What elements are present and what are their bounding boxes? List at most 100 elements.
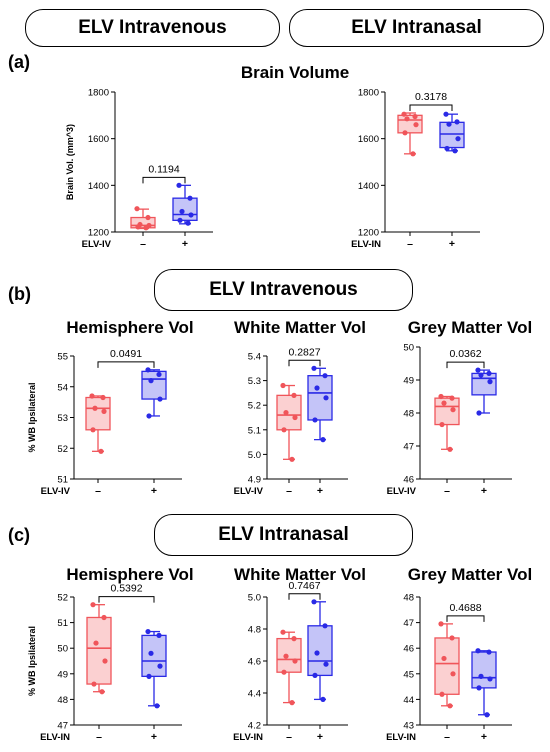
- data-point: [90, 427, 96, 433]
- data-point: [146, 673, 152, 679]
- y-tick-label: 1600: [358, 134, 379, 145]
- data-point: [487, 379, 493, 385]
- chart-c1: 47 48 49 50 51 52 % WB Ipsilateral – + ELV-IN 0.53…: [27, 583, 182, 743]
- group-label: ELV-IN: [40, 732, 70, 743]
- box-treated: [307, 625, 333, 677]
- data-point: [188, 212, 194, 218]
- y-tick-label: 5.0: [248, 593, 261, 604]
- data-point: [484, 712, 490, 718]
- data-point: [311, 365, 317, 371]
- data-point: [312, 672, 318, 679]
- data-point: [289, 700, 295, 706]
- x-category-label: –: [286, 485, 292, 497]
- data-point: [148, 378, 154, 384]
- data-point: [312, 417, 318, 423]
- data-point: [283, 653, 289, 659]
- title-b-grey-matter: Grey Matter Vol: [407, 318, 533, 337]
- data-point: [148, 650, 154, 656]
- y-tick-label: 51: [57, 475, 68, 486]
- y-tick-label: 1400: [358, 181, 379, 192]
- y-tick-label: 48: [57, 695, 68, 706]
- y-tick-label: 4.6: [248, 657, 261, 668]
- y-axis-label: Brain Vol. (mm^3): [65, 124, 75, 200]
- data-point: [292, 414, 298, 421]
- header-elv-intravenous: ELV Intravenous: [25, 9, 280, 47]
- data-point: [102, 658, 108, 664]
- data-point: [179, 208, 185, 215]
- significance-bracket: [288, 359, 321, 367]
- y-tick-label: 43: [403, 721, 414, 732]
- data-point: [145, 214, 151, 221]
- x-category-label: +: [481, 731, 487, 743]
- title-b-hemisphere: Hemisphere Vol: [66, 318, 194, 337]
- data-point: [134, 206, 140, 212]
- data-point: [487, 676, 493, 682]
- data-point: [475, 367, 481, 373]
- data-point: [90, 602, 96, 608]
- data-point: [101, 408, 107, 414]
- data-point: [454, 119, 460, 125]
- data-point: [92, 405, 98, 411]
- data-point: [486, 370, 492, 376]
- box-control: [130, 216, 156, 229]
- group-label: ELV-IV: [41, 486, 71, 497]
- data-point: [450, 671, 456, 677]
- y-tick-label: 55: [57, 352, 68, 363]
- data-point: [446, 121, 452, 127]
- data-point: [281, 427, 287, 433]
- significance-bracket: [288, 593, 321, 600]
- significance-bracket: [142, 176, 186, 184]
- y-tick-label: 1200: [358, 228, 379, 239]
- group-label: ELV-IN: [351, 239, 381, 250]
- box-treated: [307, 375, 333, 421]
- data-point: [98, 448, 104, 454]
- x-category-label: +: [317, 485, 323, 497]
- data-point: [91, 681, 97, 687]
- data-point: [478, 372, 484, 378]
- data-point: [401, 111, 407, 117]
- data-point: [476, 685, 482, 691]
- y-tick-label: 46: [403, 475, 414, 486]
- data-point: [320, 696, 326, 703]
- y-tick-label: 50: [57, 644, 68, 655]
- y-tick-label: 5.0: [248, 450, 261, 461]
- p-value-label: 0.5392: [110, 583, 142, 595]
- data-point: [291, 636, 297, 642]
- y-tick-label: 52: [57, 444, 68, 455]
- title-c-grey-matter: Grey Matter Vol: [407, 565, 533, 584]
- x-category-label: –: [140, 238, 146, 250]
- chart-a-in: 1200 1400 1600 1800 – + ELV-IN 0.3178: [351, 88, 480, 250]
- x-category-label: –: [95, 485, 101, 497]
- data-point: [311, 599, 317, 605]
- data-point: [447, 446, 453, 452]
- chart-a-iv: 1200 1400 1600 1800 Brain Vol. (mm^3) – + ELV-I…: [65, 88, 213, 250]
- box-treated: [141, 370, 167, 400]
- chart-c2: 4.2 4.4 4.6 4.8 5.0 – + ELV-IN 0.7467: [233, 580, 348, 743]
- data-point: [441, 655, 447, 662]
- significance-bracket: [409, 104, 453, 111]
- y-tick-label: 49: [57, 669, 68, 680]
- y-tick-label: 4.4: [248, 689, 261, 700]
- header-panel-c: ELV Intranasal: [154, 514, 413, 556]
- p-value-label: 0.1194: [148, 163, 179, 175]
- x-category-label: –: [407, 238, 413, 250]
- y-tick-label: 1800: [358, 88, 379, 99]
- chart-b2: 4.9 5.0 5.1 5.2 5.3 5.4 – + ELV-IV 0.2827: [234, 346, 348, 497]
- y-tick-label: 5.4: [248, 352, 261, 363]
- data-point: [157, 663, 163, 669]
- data-point: [413, 122, 419, 128]
- y-tick-label: 5.1: [248, 425, 261, 436]
- y-tick-label: 48: [403, 593, 414, 604]
- data-point: [322, 373, 328, 379]
- data-point: [478, 673, 484, 679]
- data-point: [404, 116, 410, 122]
- data-point: [450, 407, 456, 413]
- data-point: [145, 367, 151, 373]
- y-tick-label: 47: [403, 618, 414, 629]
- x-category-label: +: [151, 731, 157, 743]
- group-label: ELV-IN: [233, 732, 263, 743]
- y-tick-label: 48: [403, 409, 414, 420]
- data-point: [101, 614, 107, 621]
- data-point: [444, 145, 450, 152]
